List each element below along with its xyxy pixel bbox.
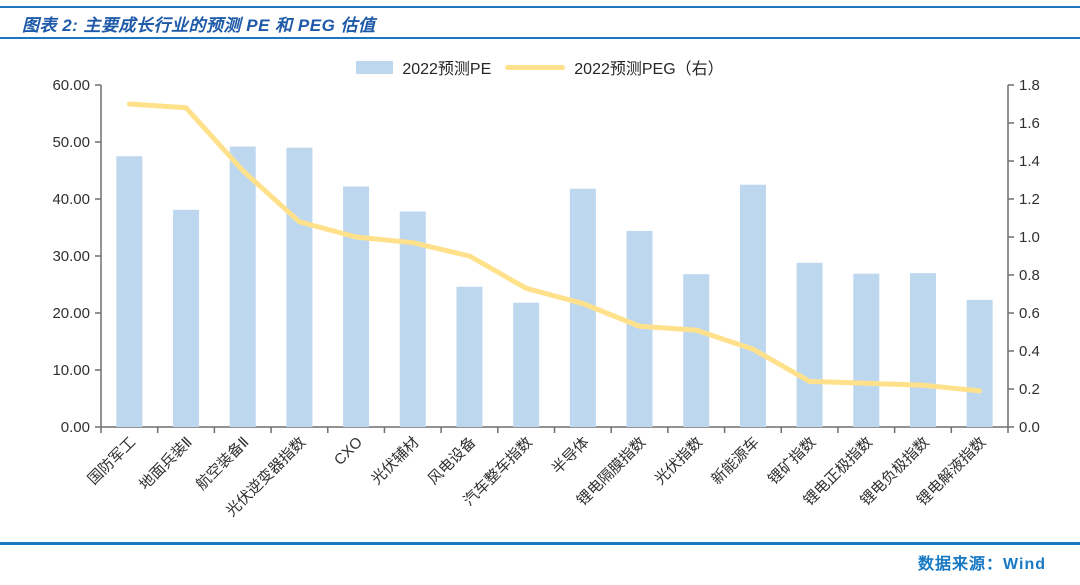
pe-bar — [229, 146, 256, 427]
pe-bar — [173, 209, 200, 427]
left-axis-tick-label: 60.00 — [52, 77, 90, 94]
category-label: 风电设备 — [425, 434, 479, 488]
category-label: 半导体 — [549, 434, 593, 478]
left-axis-tick-label: 40.00 — [52, 191, 90, 208]
legend-label-peg: 2022预测PEG（右） — [574, 61, 724, 78]
pe-bar — [909, 273, 936, 427]
right-axis-tick-label: 0.2 — [1019, 381, 1040, 398]
right-axis-tick-label: 0.6 — [1019, 305, 1040, 322]
right-axis-tick-label: 1.0 — [1019, 229, 1040, 246]
pe-bar — [683, 274, 710, 427]
legend-label-pe: 2022预测PE — [402, 61, 492, 78]
right-axis-tick-label: 0.0 — [1019, 419, 1040, 436]
chart-title: 图表 2: 主要成长行业的预测 PE 和 PEG 估值 — [22, 16, 376, 35]
pe-bar — [286, 147, 313, 427]
pe-bar — [739, 184, 766, 427]
right-axis-tick-label: 0.8 — [1019, 267, 1040, 284]
pe-bar — [796, 262, 823, 427]
category-label: 光伏辅材 — [368, 434, 422, 488]
category-label: 航空装备Ⅱ — [193, 434, 253, 494]
pe-bar — [343, 186, 370, 427]
left-axis-tick-label: 30.00 — [52, 248, 90, 265]
legend-item-pe: 2022预测PE — [356, 55, 491, 79]
right-axis-tick-label: 1.8 — [1019, 77, 1040, 94]
pe-bar — [513, 302, 540, 427]
category-label: 光伏指数 — [652, 434, 706, 488]
peg-line-swatch-icon — [505, 64, 566, 70]
chart-legend: 2022预测PE 2022预测PEG（右） — [0, 55, 1080, 79]
category-label: 地面兵装Ⅱ — [136, 434, 196, 494]
pe-bar — [853, 273, 880, 427]
pe-bar — [399, 211, 426, 427]
peg-line — [126, 101, 983, 394]
left-axis-tick-label: 50.00 — [52, 134, 90, 151]
top-divider — [0, 6, 1080, 8]
category-label: 国防军工 — [85, 434, 139, 488]
left-axis-tick-label: 10.00 — [52, 362, 90, 379]
right-axis-tick-label: 1.2 — [1019, 191, 1040, 208]
title-divider — [0, 37, 1080, 39]
bottom-divider — [0, 542, 1080, 545]
right-axis-tick-label: 1.6 — [1019, 115, 1040, 132]
right-axis-tick-label: 0.4 — [1019, 343, 1040, 360]
category-label: 新能源车 — [708, 434, 762, 488]
legend-item-peg: 2022预测PEG（右） — [505, 55, 724, 79]
pe-bar — [116, 156, 143, 427]
category-label: 锂矿指数 — [765, 434, 819, 488]
left-axis-tick-label: 0.00 — [61, 419, 90, 436]
right-axis-tick-label: 1.4 — [1019, 153, 1040, 170]
category-label: CXO — [331, 434, 366, 469]
left-axis-tick-label: 20.00 — [52, 305, 90, 322]
data-source: 数据来源：Wind — [918, 556, 1046, 573]
pe-bar — [966, 299, 993, 427]
pe-bar-swatch-icon — [356, 60, 394, 74]
pe-bar — [456, 286, 483, 427]
